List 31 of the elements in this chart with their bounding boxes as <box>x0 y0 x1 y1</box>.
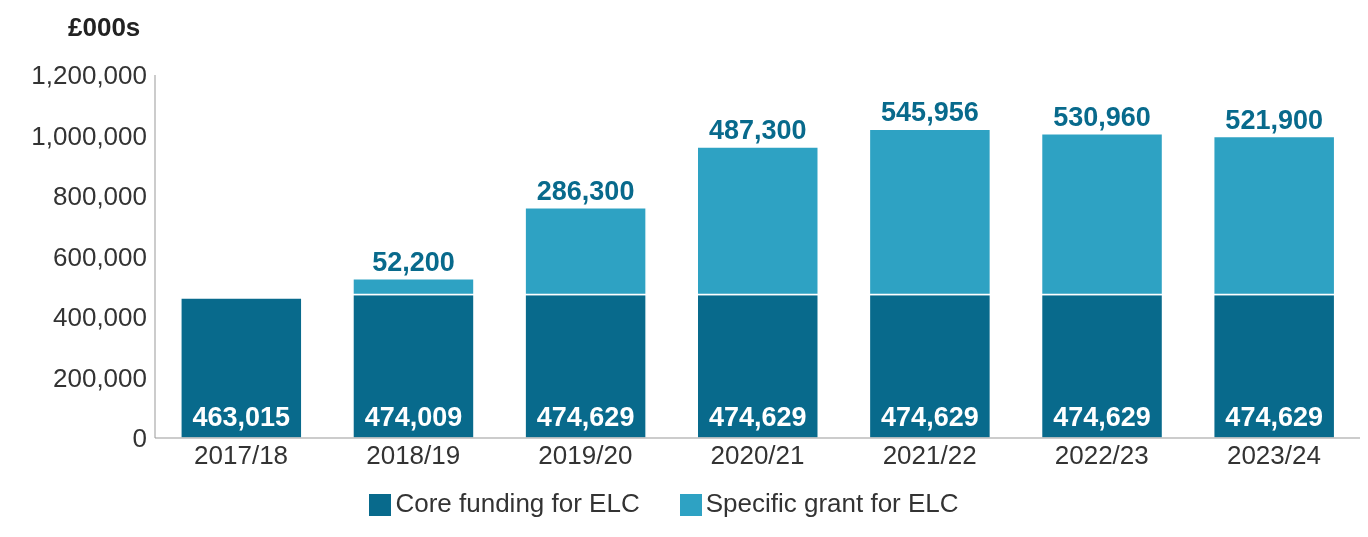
data-label: 463,015 <box>192 402 291 432</box>
bar <box>180 297 303 438</box>
x-tick-label: 2021/22 <box>882 440 977 471</box>
legend-label: Specific grant for ELC <box>705 488 959 518</box>
data-label: 545,956 <box>881 97 979 128</box>
data-label: 530,960 <box>1053 101 1151 132</box>
y-tick-label: 0 <box>132 423 147 454</box>
y-tick-label: 400,000 <box>53 302 147 333</box>
data-label: 474,629 <box>1053 402 1151 432</box>
y-tick-label: 800,000 <box>53 181 147 212</box>
y-tick-label: 200,000 <box>53 362 147 393</box>
legend-label: Core funding for ELC <box>395 488 640 518</box>
data-label: 474,629 <box>1225 402 1323 432</box>
x-tick-label: 2020/21 <box>710 440 805 471</box>
data-label: 487,300 <box>708 115 807 146</box>
data-label: 474,009 <box>364 402 463 432</box>
x-tick-label: 2018/19 <box>366 440 461 471</box>
data-label: 474,629 <box>536 402 635 432</box>
data-label: 286,300 <box>536 175 635 206</box>
y-tick-label: 1,000,000 <box>31 120 147 151</box>
data-label: 474,629 <box>708 402 807 432</box>
y-tick-label: 1,200,000 <box>31 60 147 91</box>
y-axis-title: £000s <box>68 12 141 43</box>
data-label: 474,629 <box>881 402 979 432</box>
x-tick-label: 2023/24 <box>1226 440 1321 471</box>
y-tick-label: 600,000 <box>53 241 147 272</box>
x-tick-label: 2017/18 <box>194 440 289 471</box>
x-tick-label: 2022/23 <box>1054 440 1149 471</box>
x-tick-label: 2019/20 <box>538 440 633 471</box>
data-label: 52,200 <box>372 246 455 277</box>
data-label: 521,900 <box>1225 104 1323 135</box>
